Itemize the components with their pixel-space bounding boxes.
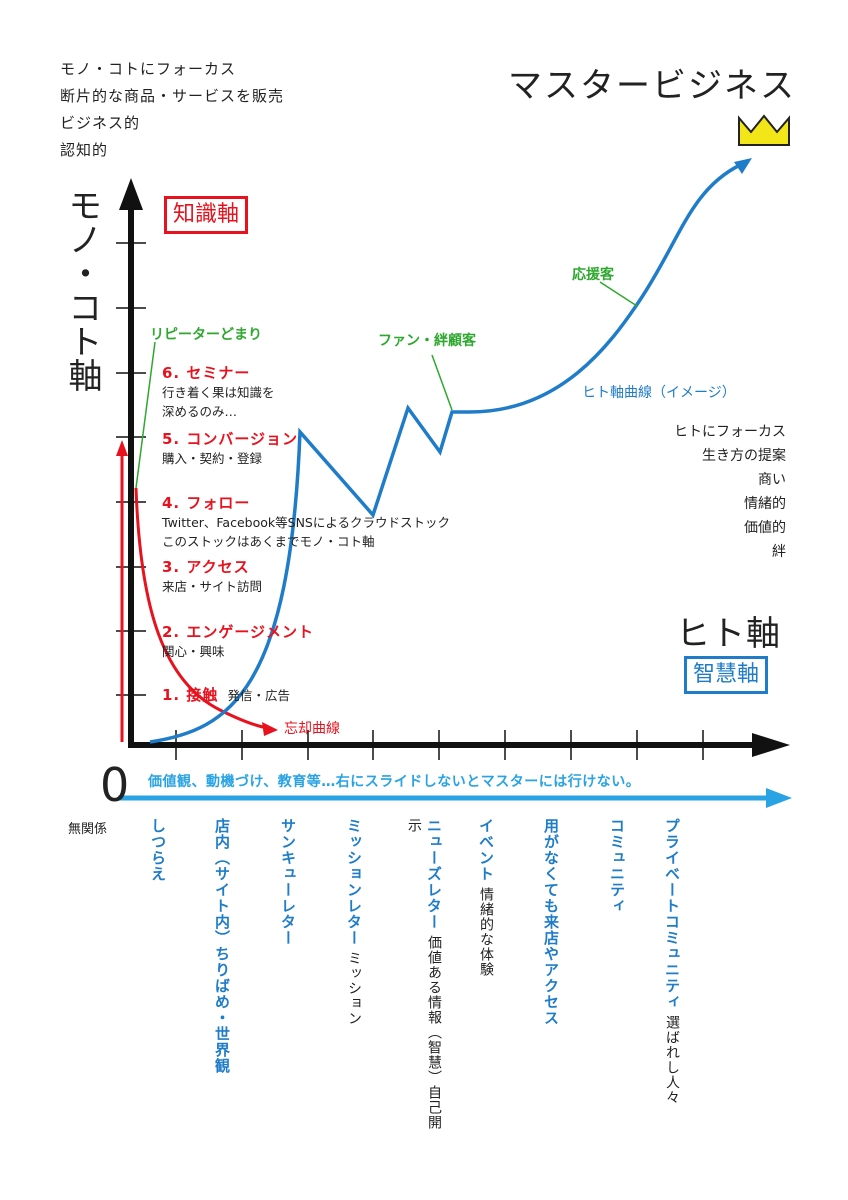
repeater-label: リピーターどまり [150,327,262,343]
bottom-banner: 価値観、動機づけ、教育等…右にスライドしないとマスターには行けない。 [148,774,641,790]
y-axis-label: モノ・コト軸 [62,188,102,392]
step-desc: 購入・契約・登録 [162,451,263,466]
step-desc: 発信・広告 [227,688,290,703]
x-ticks [175,730,704,760]
step-title: 2. エンゲージメント [162,623,315,641]
chishiki-box: 知識軸 [164,196,249,234]
column-main: しつらえ [149,818,167,882]
step-desc: 来店・サイト訪問 [162,579,263,594]
step-desc: 深めるのみ… [162,404,238,419]
x-axis-arrowhead [752,733,790,757]
step-6: 6. セミナー 行き着く果は知識を 深めるのみ… [162,362,275,421]
page-title: マスタービジネス [508,66,796,106]
column-sub: 価値ある情報（智慧）自己開示 [406,818,442,1131]
step-5: 5. コンバージョン 購入・契約・登録 [162,428,298,468]
step-desc: このストックはあくまでモノ・コト軸 [162,534,375,549]
column-main: ミッションレター [345,818,363,946]
ouen-leader [599,281,638,307]
desc-line: ビジネス的 [60,114,141,132]
step-title: 5. コンバージョン [162,430,299,448]
y-axis-arrowhead [119,178,143,210]
step-3: 3. アクセス 来店・サイト訪問 [162,556,262,596]
column-9: プライベートコミュニティ 選ばれし人々 [662,818,683,1105]
column-sub: 選ばれし人々 [664,1015,680,1106]
fan-label: ファン・絆顧客 [378,333,476,349]
step-desc: 関心・興味 [162,644,225,659]
right-line: ヒトにフォーカス [674,424,786,440]
desc-line: モノ・コトにフォーカス [60,60,237,78]
step-title: 3. アクセス [162,558,250,576]
step-1: 1. 接触 発信・広告 [162,684,290,705]
step-4: 4. フォロー Twitter、Facebook等SNSによるクラウドストック … [162,492,450,551]
chie-box: 智慧軸 [684,656,769,694]
column-main: サンキューレター [279,818,297,946]
step-title: 4. フォロー [162,494,251,512]
column-main: イベント [477,818,495,882]
forgetting-curve-label: 忘却曲線 [284,721,340,737]
column-sub: ミッション [346,951,362,1027]
column-8: コミュニティ [607,818,628,914]
column-5: ニューズレター 価値ある情報（智慧）自己開示 [404,818,445,1138]
desc-line: 認知的 [60,141,109,159]
column-main: 店内（サイト内）ちりばめ・世界観 [213,818,231,1074]
column-main: コミュニティ [608,818,626,914]
step-title: 6. セミナー [162,364,251,382]
column-4: ミッションレター ミッション [344,818,365,1026]
step-desc: 行き着く果は知識を [162,385,275,400]
crown-icon [738,114,790,146]
ouen-label: 応援客 [572,267,614,283]
right-line: 絆 [772,544,786,560]
hito-curve-label: ヒト軸曲線（イメージ） [582,385,736,401]
column-2: 店内（サイト内）ちりばめ・世界観 [212,818,233,1074]
column-sub: 情緒的な体験 [478,887,494,978]
step-desc: Twitter、Facebook等SNSによるクラウドストック [162,515,450,530]
right-line: 情緒的 [744,496,786,512]
origin-zero: 0 [100,758,130,812]
desc-line: 断片的な商品・サービスを販売 [60,87,285,105]
step-title: 1. 接触 [162,686,219,704]
step-2: 2. エンゲージメント 関心・興味 [162,621,314,661]
right-line: 商い [758,472,786,488]
fan-leader [431,354,453,411]
column-main: 用がなくても来店やアクセス [542,818,560,1026]
column-3: サンキューレター [278,818,299,946]
column-main: ニューズレター [425,818,443,930]
repeater-leader [135,341,156,489]
column-6: イベント 情緒的な体験 [476,818,497,977]
top-left-description: モノ・コトにフォーカス 断片的な商品・サービスを販売 ビジネス的 認知的 [60,56,284,164]
x-axis-label: ヒト軸 [676,614,781,654]
column-1: しつらえ [148,818,169,882]
column-main: プライベートコミュニティ [663,818,681,1010]
right-line: 価値的 [744,520,786,536]
column-7: 用がなくても来店やアクセス [541,818,562,1026]
hito-curve [149,163,741,744]
mukankei-label: 無関係 [68,822,108,837]
forgetting-curve [134,487,269,730]
right-line: 生き方の提案 [702,448,786,464]
right-description: ヒトにフォーカス 生き方の提案 商い 情緒的 価値的 絆 [674,420,786,564]
